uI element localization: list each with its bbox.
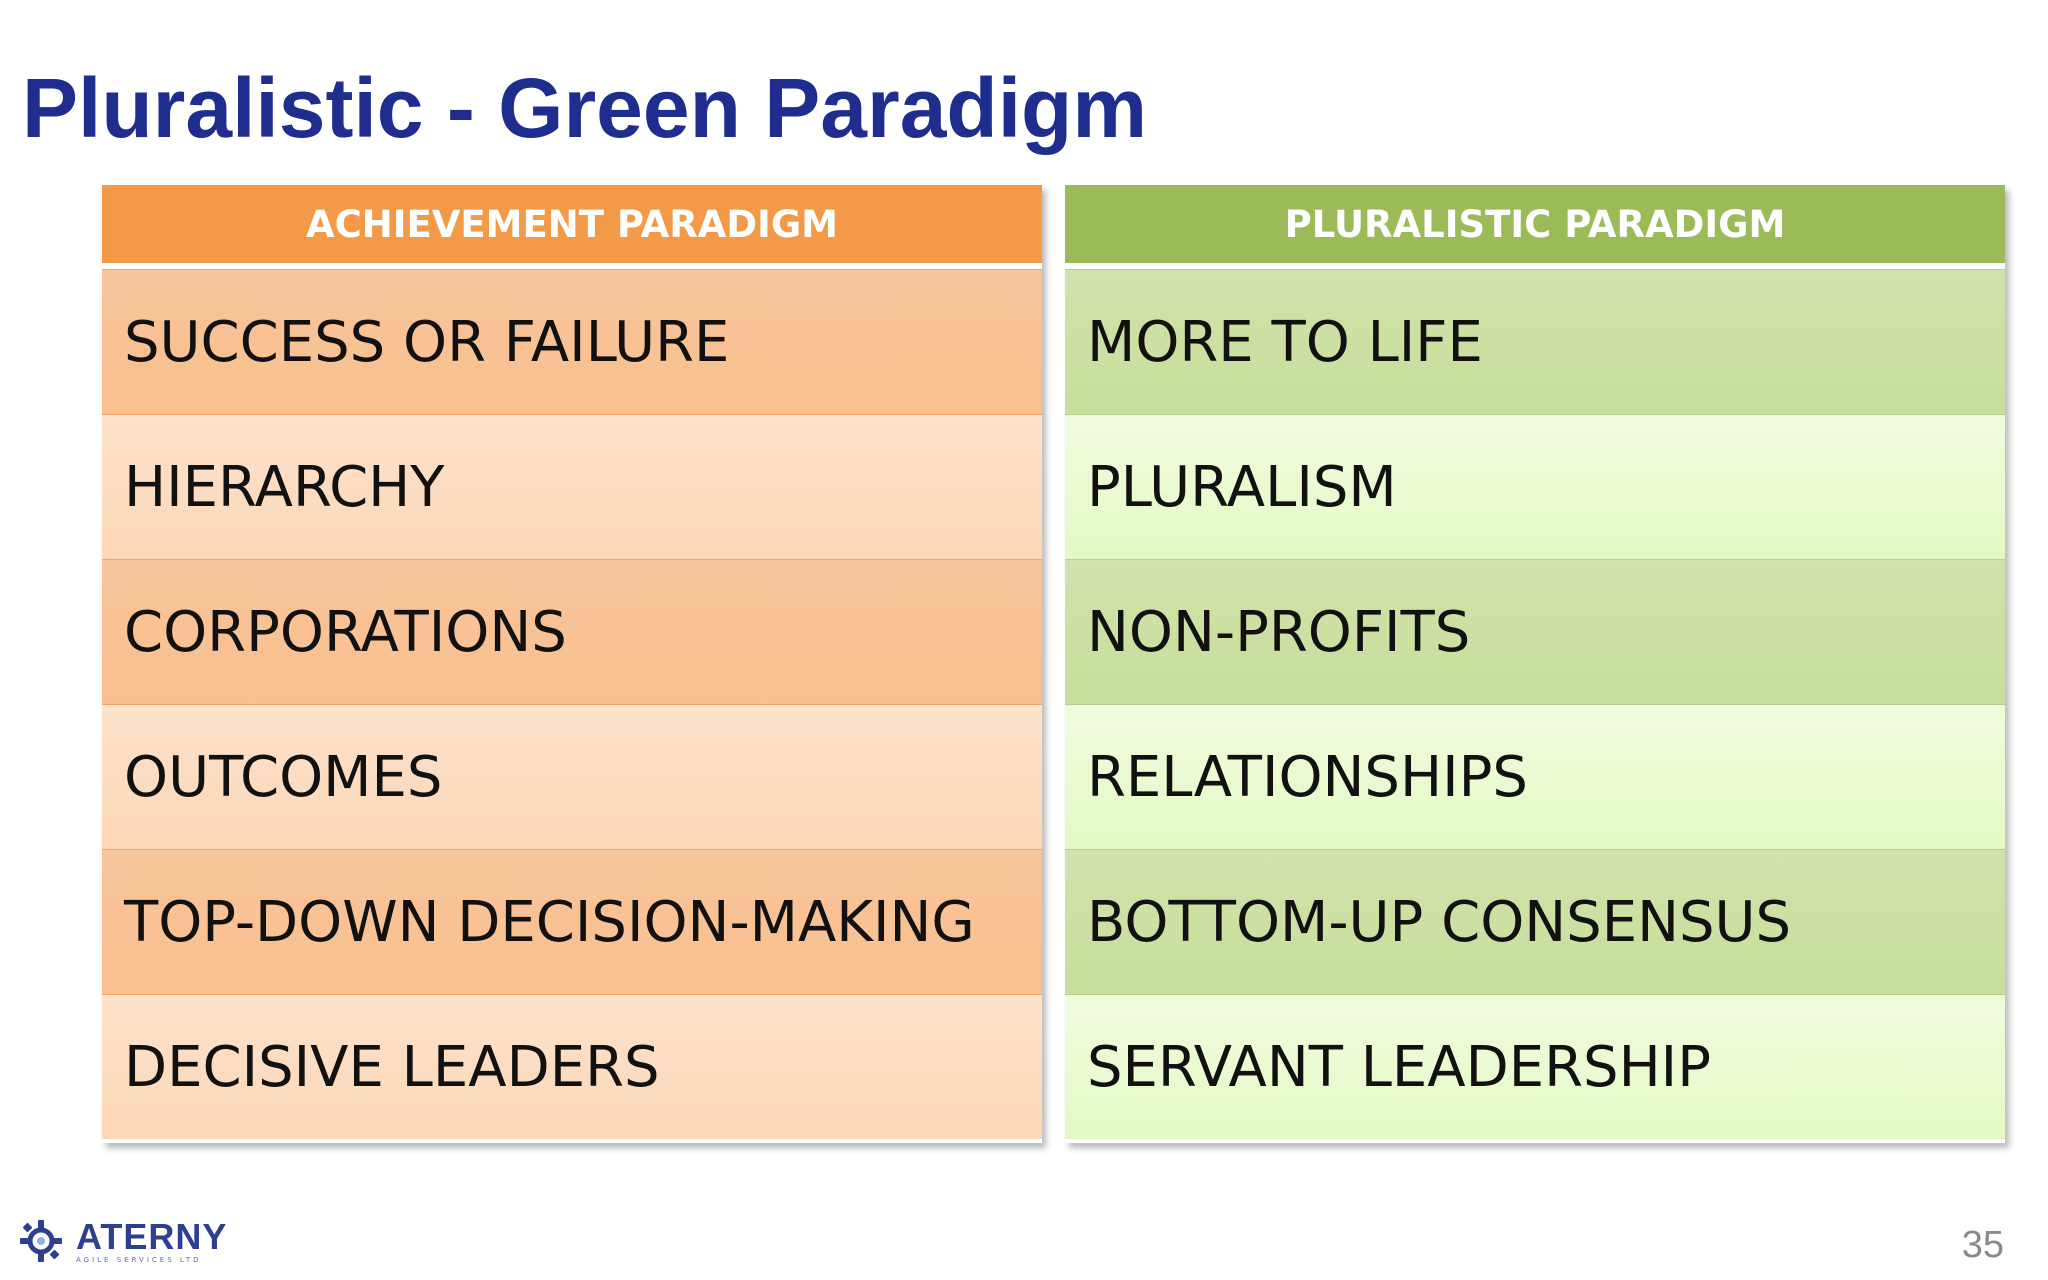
pluralistic-row: NON-PROFITS xyxy=(1065,559,2005,704)
achievement-row: DECISIVE LEADERS xyxy=(102,994,1042,1139)
achievement-row: HIERARCHY xyxy=(102,414,1042,559)
pluralistic-row: PLURALISM xyxy=(1065,414,2005,559)
achievement-row: OUTCOMES xyxy=(102,704,1042,849)
gear-icon xyxy=(20,1220,62,1262)
page-number: 35 xyxy=(1961,1224,2004,1266)
pluralistic-row: RELATIONSHIPS xyxy=(1065,704,2005,849)
aterny-logo: ATERNY AGILE SERVICES LTD xyxy=(18,1216,227,1266)
pluralistic-paradigm-header: PLURALISTIC PARADIGM xyxy=(1065,185,2005,269)
pluralistic-paradigm-column: PLURALISTIC PARADIGM MORE TO LIFE PLURAL… xyxy=(1065,185,2005,1143)
achievement-row: SUCCESS OR FAILURE xyxy=(102,269,1042,414)
slide-title: Pluralistic - Green Paradigm xyxy=(22,61,1148,155)
logo-name: ATERNY xyxy=(76,1215,228,1257)
achievement-paradigm-header: ACHIEVEMENT PARADIGM xyxy=(102,185,1042,269)
pluralistic-row: SERVANT LEADERSHIP xyxy=(1065,994,2005,1139)
achievement-paradigm-column: ACHIEVEMENT PARADIGM SUCCESS OR FAILURE … xyxy=(102,185,1042,1143)
achievement-row: CORPORATIONS xyxy=(102,559,1042,704)
logo-tagline: AGILE SERVICES LTD xyxy=(76,1255,202,1264)
achievement-row: TOP-DOWN DECISION-MAKING xyxy=(102,849,1042,994)
pluralistic-row: BOTTOM-UP CONSENSUS xyxy=(1065,849,2005,994)
pluralistic-row: MORE TO LIFE xyxy=(1065,269,2005,414)
